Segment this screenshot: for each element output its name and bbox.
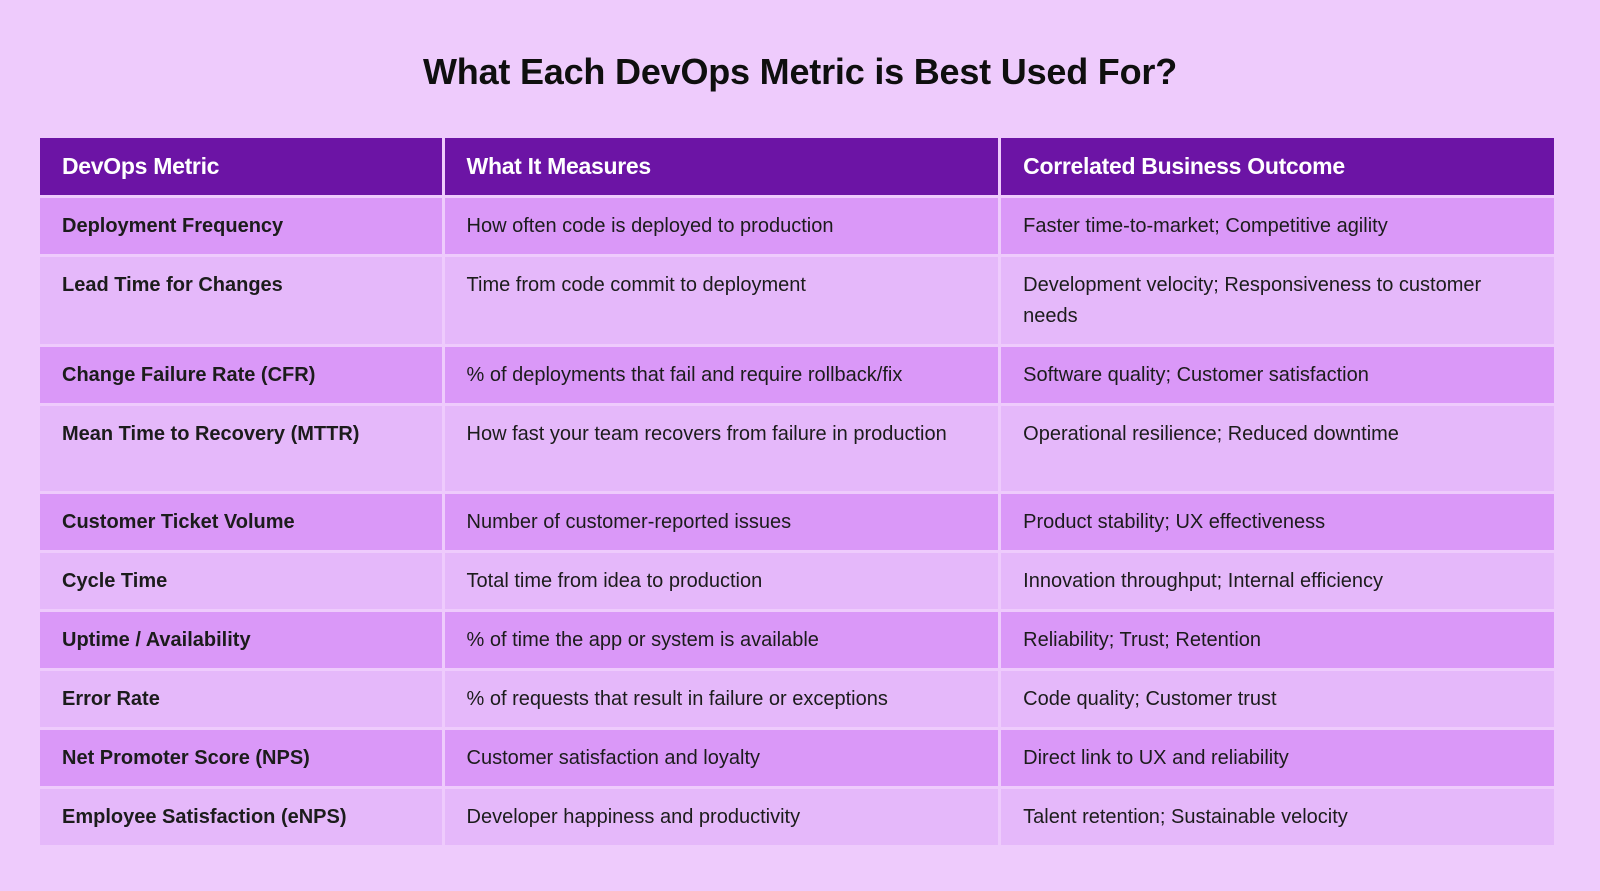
measures-cell: Total time from idea to production (444, 553, 999, 609)
table-row: Error Rate % of requests that result in … (40, 671, 1554, 727)
table-row: Uptime / Availability % of time the app … (40, 612, 1554, 668)
outcome-cell: Operational resilience; Reduced downtime (1001, 406, 1554, 491)
measures-cell: Number of customer-reported issues (444, 494, 999, 550)
metric-name-cell: Error Rate (40, 671, 442, 727)
column-header-metric: DevOps Metric (40, 138, 442, 195)
header-row: DevOps Metric What It Measures Correlate… (40, 138, 1554, 195)
table-row: Net Promoter Score (NPS) Customer satisf… (40, 730, 1554, 786)
table-row: Deployment Frequency How often code is d… (40, 198, 1554, 254)
table-header: DevOps Metric What It Measures Correlate… (40, 138, 1554, 195)
measures-cell: How often code is deployed to production (444, 198, 999, 254)
table-row: Employee Satisfaction (eNPS) Developer h… (40, 789, 1554, 845)
metric-name-cell: Uptime / Availability (40, 612, 442, 668)
outcome-cell: Software quality; Customer satisfaction (1001, 347, 1554, 403)
metric-name-cell: Cycle Time (40, 553, 442, 609)
measures-cell: Customer satisfaction and loyalty (444, 730, 999, 786)
metric-name-cell: Employee Satisfaction (eNPS) (40, 789, 442, 845)
table-row: Cycle Time Total time from idea to produ… (40, 553, 1554, 609)
outcome-cell: Talent retention; Sustainable velocity (1001, 789, 1554, 845)
metric-name-cell: Net Promoter Score (NPS) (40, 730, 442, 786)
metric-name-cell: Mean Time to Recovery (MTTR) (40, 406, 442, 491)
metrics-table: DevOps Metric What It Measures Correlate… (37, 135, 1557, 848)
column-header-measures: What It Measures (444, 138, 999, 195)
table-body: Deployment Frequency How often code is d… (40, 198, 1554, 845)
measures-cell: % of deployments that fail and require r… (444, 347, 999, 403)
table-row: Change Failure Rate (CFR) % of deploymen… (40, 347, 1554, 403)
measures-cell: % of requests that result in failure or … (444, 671, 999, 727)
outcome-cell: Code quality; Customer trust (1001, 671, 1554, 727)
metric-name-cell: Customer Ticket Volume (40, 494, 442, 550)
table-row: Mean Time to Recovery (MTTR) How fast yo… (40, 406, 1554, 491)
table-row: Customer Ticket Volume Number of custome… (40, 494, 1554, 550)
column-header-outcome: Correlated Business Outcome (1001, 138, 1554, 195)
outcome-cell: Development velocity; Responsiveness to … (1001, 257, 1554, 344)
outcome-cell: Reliability; Trust; Retention (1001, 612, 1554, 668)
measures-cell: Developer happiness and productivity (444, 789, 999, 845)
measures-cell: How fast your team recovers from failure… (444, 406, 999, 491)
metric-name-cell: Lead Time for Changes (40, 257, 442, 344)
measures-cell: Time from code commit to deployment (444, 257, 999, 344)
outcome-cell: Direct link to UX and reliability (1001, 730, 1554, 786)
outcome-cell: Product stability; UX effectiveness (1001, 494, 1554, 550)
measures-cell: % of time the app or system is available (444, 612, 999, 668)
metric-name-cell: Change Failure Rate (CFR) (40, 347, 442, 403)
page-title: What Each DevOps Metric is Best Used For… (423, 51, 1177, 92)
table-row: Lead Time for Changes Time from code com… (40, 257, 1554, 344)
outcome-cell: Innovation throughput; Internal efficien… (1001, 553, 1554, 609)
outcome-cell: Faster time-to-market; Competitive agili… (1001, 198, 1554, 254)
metric-name-cell: Deployment Frequency (40, 198, 442, 254)
